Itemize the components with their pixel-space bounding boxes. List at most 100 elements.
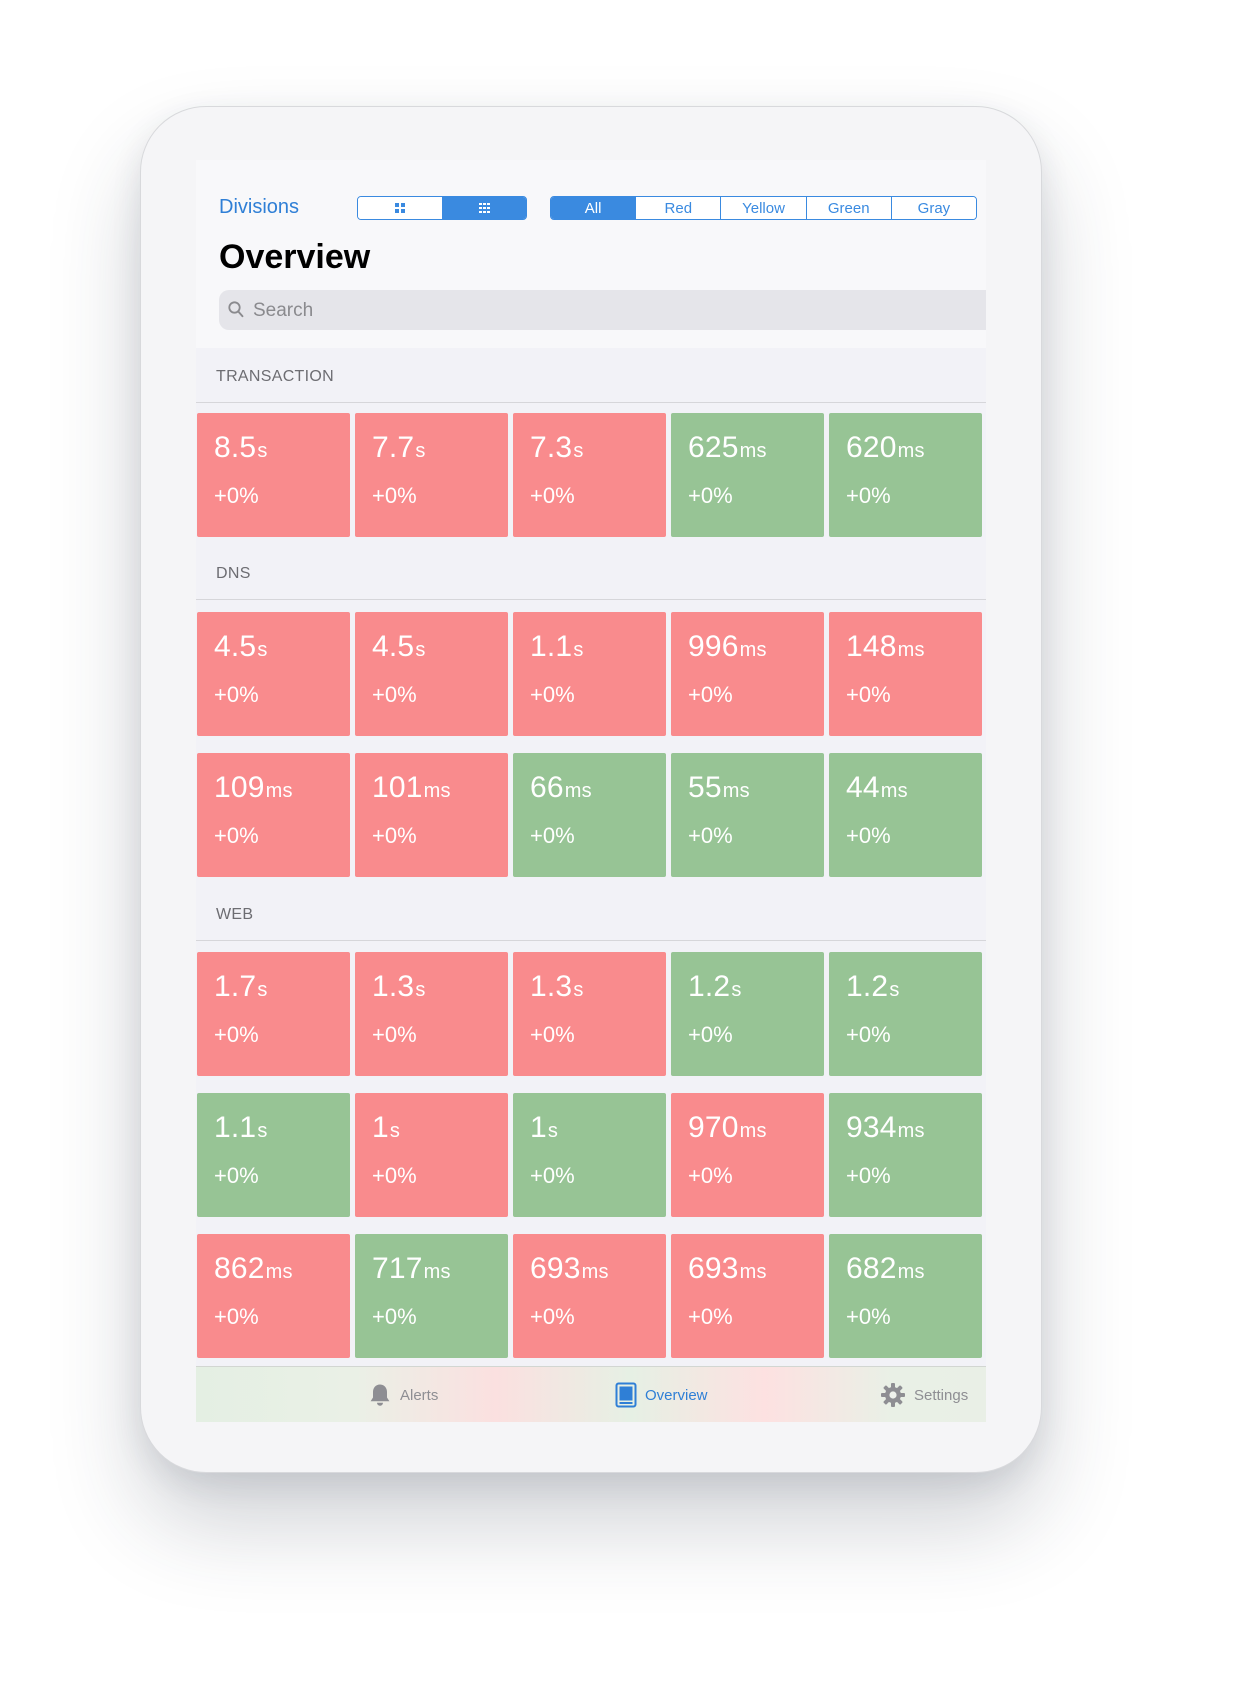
metric-value: 693ms <box>530 1252 609 1286</box>
metric-tile[interactable]: 1s +0% <box>513 1093 666 1217</box>
metric-number: 1.2 <box>688 970 731 1003</box>
metric-value: 620ms <box>846 431 925 465</box>
metric-tile[interactable]: 4.5s +0% <box>197 612 350 736</box>
page-title: Overview <box>219 238 371 276</box>
metric-tile[interactable]: 7.3s +0% <box>513 413 666 537</box>
metric-value: 4.5s <box>214 630 268 664</box>
metric-tile[interactable]: 44ms +0% <box>829 753 982 877</box>
metric-number: 1.1 <box>530 630 573 663</box>
metric-change: +0% <box>688 1163 733 1188</box>
metric-tile[interactable]: 862ms +0% <box>197 1234 350 1358</box>
metric-value: 693ms <box>688 1252 767 1286</box>
metric-number: 109 <box>214 771 265 804</box>
search-input[interactable] <box>251 290 855 332</box>
metric-unit: ms <box>564 780 592 802</box>
metric-number: 1.1 <box>214 1111 257 1144</box>
section-header-transaction: TRANSACTION <box>196 348 986 403</box>
metric-change: +0% <box>846 1022 891 1047</box>
filter-green[interactable]: Green <box>805 197 891 219</box>
metric-value: 55ms <box>688 771 750 805</box>
metric-tile[interactable]: 55ms +0% <box>671 753 824 877</box>
app-screen: Divisions All Red Yellow Green Gray Over… <box>196 160 986 1422</box>
metric-value: 7.3s <box>530 431 584 465</box>
metric-unit: s <box>257 1120 268 1142</box>
large-grid-view-button[interactable] <box>358 197 442 219</box>
small-grid-icon <box>479 202 490 214</box>
metric-unit: ms <box>265 780 293 802</box>
metric-change: +0% <box>846 1163 891 1188</box>
metric-tile[interactable]: 996ms +0% <box>671 612 824 736</box>
metric-change: +0% <box>846 823 891 848</box>
metric-number: 8.5 <box>214 431 257 464</box>
metric-unit: s <box>731 979 742 1001</box>
metric-tile[interactable]: 1.1s +0% <box>513 612 666 736</box>
metric-number: 7.3 <box>530 431 573 464</box>
metric-unit: s <box>257 639 268 661</box>
metric-tile[interactable]: 1.7s +0% <box>197 952 350 1076</box>
metric-tile[interactable]: 625ms +0% <box>671 413 824 537</box>
filter-gray[interactable]: Gray <box>890 197 976 219</box>
metric-number: 693 <box>530 1252 581 1285</box>
filter-yellow[interactable]: Yellow <box>720 197 806 219</box>
metric-unit: ms <box>581 1261 609 1283</box>
metric-tile[interactable]: 101ms +0% <box>355 753 508 877</box>
metric-value: 66ms <box>530 771 592 805</box>
tab-alerts[interactable]: Alerts <box>368 1367 438 1422</box>
metric-number: 682 <box>846 1252 897 1285</box>
metric-tile[interactable]: 148ms +0% <box>829 612 982 736</box>
filter-all[interactable]: All <box>551 197 636 219</box>
metric-number: 625 <box>688 431 739 464</box>
metric-tile[interactable]: 1s +0% <box>355 1093 508 1217</box>
metric-change: +0% <box>688 682 733 707</box>
metric-tile[interactable]: 1.3s +0% <box>513 952 666 1076</box>
metric-tile[interactable]: 682ms +0% <box>829 1234 982 1358</box>
back-button-divisions[interactable]: Divisions <box>219 196 300 218</box>
metric-unit: ms <box>423 780 451 802</box>
metric-tile[interactable]: 66ms +0% <box>513 753 666 877</box>
metric-tile[interactable]: 717ms +0% <box>355 1234 508 1358</box>
tab-label: Alerts <box>400 1386 439 1404</box>
metric-change: +0% <box>214 682 259 707</box>
metric-tile[interactable]: 620ms +0% <box>829 413 982 537</box>
metric-change: +0% <box>530 1163 575 1188</box>
search-icon <box>228 301 244 318</box>
metric-value: 148ms <box>846 630 925 664</box>
metric-number: 934 <box>846 1111 897 1144</box>
metric-tile[interactable]: 7.7s +0% <box>355 413 508 537</box>
tab-overview[interactable]: Overview <box>615 1367 708 1422</box>
metric-number: 1.3 <box>530 970 573 1003</box>
metric-value: 7.7s <box>372 431 426 465</box>
filter-red[interactable]: Red <box>635 197 721 219</box>
metric-change: +0% <box>530 483 575 508</box>
metric-tile[interactable]: 4.5s +0% <box>355 612 508 736</box>
metric-number: 66 <box>530 771 564 804</box>
metric-number: 717 <box>372 1252 423 1285</box>
metric-tile[interactable]: 693ms +0% <box>671 1234 824 1358</box>
small-grid-view-button[interactable] <box>441 197 526 219</box>
metric-tile[interactable]: 8.5s +0% <box>197 413 350 537</box>
tab-settings[interactable]: Settings <box>880 1367 968 1422</box>
metric-tile[interactable]: 1.3s +0% <box>355 952 508 1076</box>
metric-tile[interactable]: 970ms +0% <box>671 1093 824 1217</box>
metric-tile[interactable]: 693ms +0% <box>513 1234 666 1358</box>
metric-number: 970 <box>688 1111 739 1144</box>
metric-tile[interactable]: 1.1s +0% <box>197 1093 350 1217</box>
metric-value: 109ms <box>214 771 293 805</box>
metric-tile[interactable]: 934ms +0% <box>829 1093 982 1217</box>
metric-tile[interactable]: 109ms +0% <box>197 753 350 877</box>
metric-number: 620 <box>846 431 897 464</box>
metric-number: 44 <box>846 771 880 804</box>
metric-value: 1.1s <box>530 630 584 664</box>
metric-tile[interactable]: 1.2s +0% <box>671 952 824 1076</box>
metric-change: +0% <box>372 823 417 848</box>
metric-unit: s <box>257 440 268 462</box>
overview-icon <box>615 1382 637 1408</box>
metric-unit: ms <box>739 440 767 462</box>
metric-change: +0% <box>530 682 575 707</box>
metric-change: +0% <box>372 1304 417 1329</box>
metric-tile[interactable]: 1.2s +0% <box>829 952 982 1076</box>
metric-unit: ms <box>880 780 908 802</box>
gear-icon <box>881 1383 905 1407</box>
metric-value: 1.3s <box>530 970 584 1004</box>
metric-number: 1.2 <box>846 970 889 1003</box>
